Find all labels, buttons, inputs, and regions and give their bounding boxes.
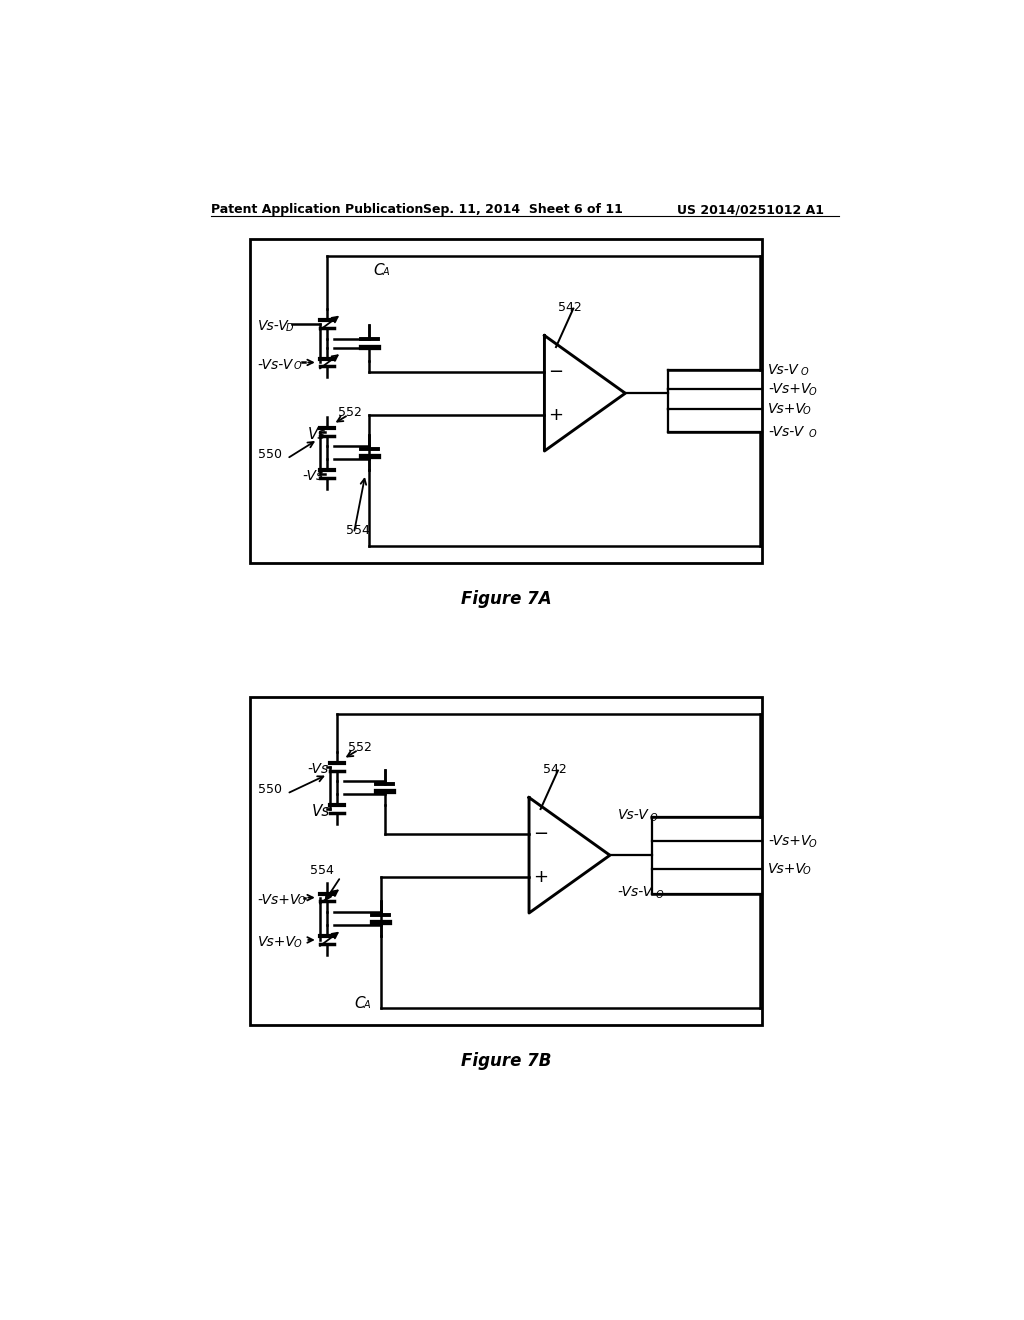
Text: 542: 542 [558, 301, 582, 314]
Text: -Vs-V: -Vs-V [768, 425, 804, 438]
Text: O: O [650, 813, 657, 822]
Text: Vs-V: Vs-V [258, 319, 289, 333]
Text: Vs+V: Vs+V [768, 862, 806, 876]
Text: -Vs: -Vs [307, 762, 329, 776]
Text: Vs-V: Vs-V [768, 363, 799, 378]
Text: Vs: Vs [311, 804, 330, 818]
Text: O: O [803, 866, 810, 876]
Text: 550: 550 [258, 783, 282, 796]
Text: O: O [801, 367, 808, 378]
Text: 554: 554 [310, 865, 334, 878]
Text: O: O [656, 890, 664, 899]
Text: O: O [809, 429, 816, 440]
Text: +: + [534, 867, 548, 886]
Text: 552: 552 [348, 741, 373, 754]
Text: -Vs-V: -Vs-V [617, 886, 653, 899]
Text: -Vs+V: -Vs+V [768, 834, 810, 849]
Text: 550: 550 [258, 449, 282, 462]
Text: Vs+V: Vs+V [258, 936, 296, 949]
Text: 542: 542 [543, 763, 566, 776]
Text: Vs: Vs [307, 426, 326, 442]
Text: D: D [286, 323, 294, 333]
Text: C: C [354, 995, 365, 1011]
Text: O: O [298, 896, 305, 907]
Text: -Vs+V: -Vs+V [258, 892, 300, 907]
Text: O: O [294, 939, 301, 949]
Text: +: + [549, 405, 563, 424]
Text: Figure 7A: Figure 7A [461, 590, 551, 607]
Text: Vs-V: Vs-V [617, 808, 648, 822]
Text: Vs+V: Vs+V [768, 401, 806, 416]
Text: Figure 7B: Figure 7B [461, 1052, 551, 1069]
Text: O: O [808, 387, 816, 397]
Text: A: A [364, 999, 371, 1010]
Text: C: C [373, 263, 384, 277]
Text: 554: 554 [346, 524, 370, 537]
Text: US 2014/0251012 A1: US 2014/0251012 A1 [677, 203, 824, 216]
Text: -Vs+V: -Vs+V [768, 383, 810, 396]
Bar [250, 697, 762, 1024]
Text: -Vs: -Vs [302, 470, 324, 483]
Bar [250, 239, 762, 562]
Text: A: A [382, 267, 389, 277]
Text: Patent Application Publication: Patent Application Publication [211, 203, 424, 216]
Text: −: − [549, 363, 563, 380]
Text: O: O [294, 362, 301, 371]
Text: −: − [534, 825, 548, 842]
Text: -Vs-V: -Vs-V [258, 358, 293, 372]
Text: O: O [803, 407, 810, 416]
Text: O: O [808, 838, 816, 849]
Text: Sep. 11, 2014  Sheet 6 of 11: Sep. 11, 2014 Sheet 6 of 11 [423, 203, 623, 216]
Text: 552: 552 [339, 407, 362, 418]
